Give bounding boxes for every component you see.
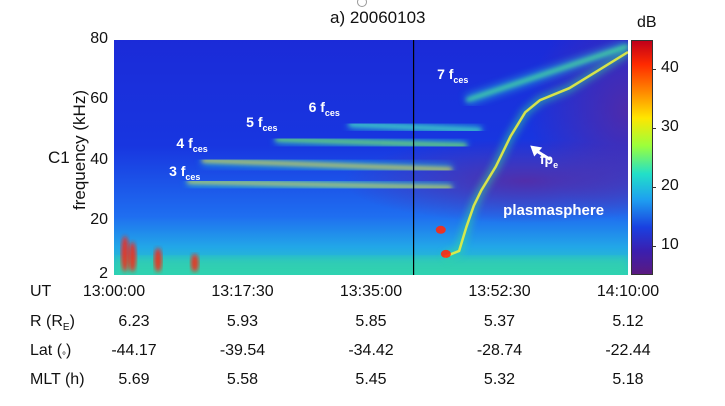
annotation-label: fpe bbox=[539, 150, 559, 170]
ephemeris-value: 5.85 bbox=[355, 313, 387, 330]
colorbar-unit: dB bbox=[637, 14, 657, 31]
spectrogram-plot: 3 fces 4 fces 5 fces 6 fces 7 fces fpe plasmas… bbox=[114, 40, 628, 275]
y-tick-label: 20 bbox=[90, 210, 108, 228]
harmonic-band bbox=[202, 159, 452, 172]
chart-title: a) 20060103 bbox=[330, 8, 426, 27]
x-tick-label: 13:52:30 bbox=[468, 283, 531, 300]
ephemeris-row-label: MLT (h) bbox=[30, 371, 85, 388]
ephemeris-value: 6.23 bbox=[118, 313, 150, 330]
emission-patch bbox=[440, 249, 451, 258]
annotation-label: 5 fces bbox=[246, 114, 278, 134]
ephemeris-value: 5.18 bbox=[612, 371, 644, 388]
ephemeris-value: -28.74 bbox=[476, 342, 523, 359]
x-tick-label: 13:00:00 bbox=[82, 283, 146, 300]
colorbar-tick-label: 30 bbox=[661, 118, 679, 136]
y-tick-label: 2 bbox=[99, 265, 108, 282]
colorbar-tick-mark bbox=[652, 128, 656, 130]
y-tick-label: 40 bbox=[90, 150, 108, 168]
annotation-label: 3 fces bbox=[169, 162, 201, 182]
emission-spike bbox=[128, 241, 137, 272]
ephemeris-value: -22.44 bbox=[605, 342, 651, 359]
ephemeris-row-label: Lat (°) bbox=[30, 342, 72, 363]
ephemeris-row-label: R (RE) bbox=[30, 313, 75, 334]
colorbar-tick-label: 40 bbox=[661, 59, 679, 77]
colorbar-tick-mark bbox=[652, 245, 656, 247]
x-tick-label: 14:10:00 bbox=[596, 283, 660, 300]
annotation-label: 7 fces bbox=[437, 66, 469, 85]
harmonic-band bbox=[275, 137, 467, 147]
emission-spike bbox=[190, 253, 199, 272]
ephemeris-value: -44.17 bbox=[111, 342, 157, 359]
spectrogram-overlay bbox=[114, 40, 628, 275]
y-tick-label: 80 bbox=[90, 30, 108, 47]
emission-patch bbox=[435, 225, 446, 234]
ephemeris-value: 5.37 bbox=[483, 313, 516, 330]
ephemeris-value: 5.58 bbox=[226, 371, 259, 388]
emission-spike bbox=[121, 235, 130, 272]
colorbar-tick-label: 20 bbox=[661, 176, 679, 194]
colorbar bbox=[631, 40, 653, 275]
ephemeris-value: 5.69 bbox=[118, 371, 150, 388]
harmonic-band bbox=[187, 180, 452, 190]
ephemeris-value: 5.93 bbox=[226, 313, 259, 330]
top-marker bbox=[357, 0, 367, 7]
ut-row-label: UT bbox=[30, 283, 52, 300]
ephemeris-value: 5.45 bbox=[355, 371, 387, 388]
colorbar-tick-mark bbox=[652, 69, 656, 71]
ephemeris-value: 5.12 bbox=[612, 313, 644, 330]
x-tick-label: 13:17:30 bbox=[211, 283, 274, 300]
ephemeris-value: 5.32 bbox=[483, 371, 516, 388]
fpe-trace bbox=[443, 50, 628, 259]
low-frequency-band bbox=[114, 256, 628, 275]
ephemeris-value: -34.42 bbox=[348, 342, 394, 359]
emission-spike bbox=[154, 247, 163, 272]
x-tick-label: 13:35:00 bbox=[339, 283, 403, 300]
annotation-label: 4 fces bbox=[176, 135, 208, 155]
fpe-trace-glow bbox=[443, 49, 628, 261]
ephemeris-value: -39.54 bbox=[219, 342, 266, 359]
y-tick-label: 60 bbox=[90, 90, 108, 108]
annotation-label: plasmasphere bbox=[503, 201, 605, 219]
annotation-label: 6 fces bbox=[308, 99, 340, 119]
panel-label: C1 bbox=[48, 148, 70, 167]
harmonic-band bbox=[348, 122, 482, 132]
colorbar-tick-mark bbox=[652, 186, 656, 188]
fpe-arrowhead bbox=[530, 145, 543, 157]
harmonic-band bbox=[465, 44, 628, 102]
colorbar-tick-label: 10 bbox=[661, 235, 679, 253]
